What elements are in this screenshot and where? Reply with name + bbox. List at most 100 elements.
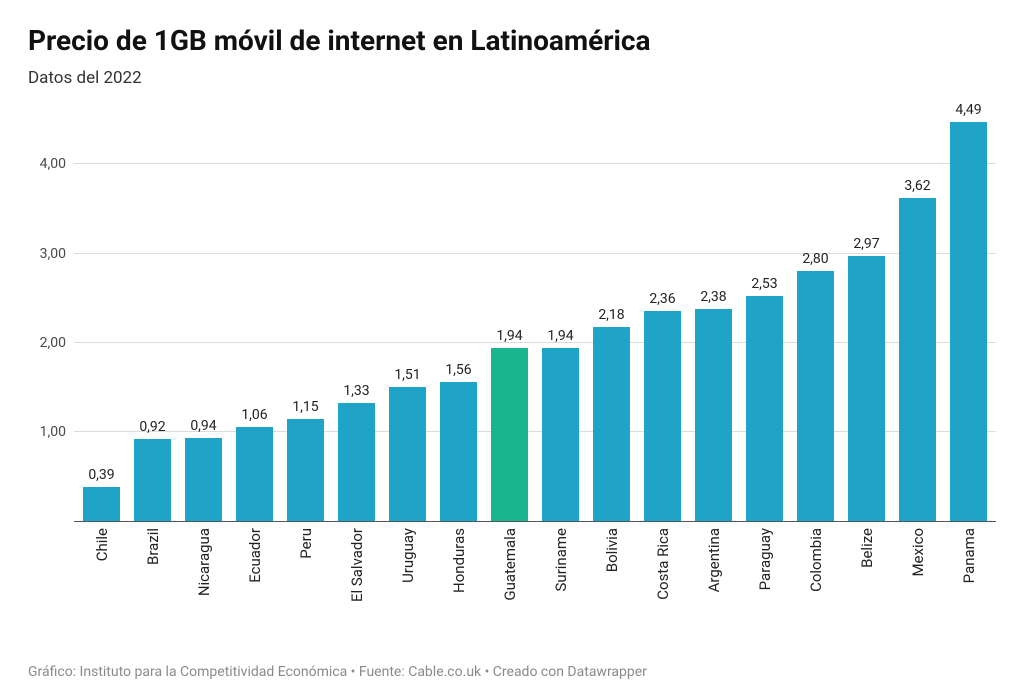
bar-column: 0,92 — [127, 102, 178, 522]
bar-column: 1,94 — [535, 102, 586, 522]
x-label-column: Bolivia — [586, 522, 637, 622]
chart-container: Precio de 1GB móvil de internet en Latin… — [0, 0, 1024, 694]
chart-footer: Gráfico: Instituto para la Competitivida… — [28, 664, 996, 680]
bar-value-label: 2,97 — [853, 236, 879, 252]
bar-column: 2,18 — [586, 102, 637, 522]
x-tick-label: Uruguay — [399, 528, 417, 583]
bar — [185, 438, 223, 522]
x-tick-label: Panama — [960, 528, 978, 583]
x-tick-label: Argentina — [705, 528, 723, 592]
x-tick-label: Suriname — [552, 528, 570, 591]
bar — [83, 487, 121, 522]
bar-column: 1,94 — [484, 102, 535, 522]
x-tick-label: Costa Rica — [654, 528, 672, 600]
bar-column: 2,53 — [739, 102, 790, 522]
bar — [593, 327, 631, 522]
bar-value-label: 0,92 — [139, 419, 165, 435]
x-label-column: Guatemala — [484, 522, 535, 622]
bar-column: 1,51 — [382, 102, 433, 522]
bar — [746, 296, 784, 522]
x-tick-label: Belize — [858, 528, 876, 568]
bar — [899, 198, 937, 521]
bar-value-label: 2,36 — [649, 291, 675, 307]
bar — [695, 309, 733, 522]
x-label-column: Honduras — [433, 522, 484, 622]
x-label-column: Brazil — [127, 522, 178, 622]
bar-value-label: 1,56 — [445, 362, 471, 378]
x-label-column: Uruguay — [382, 522, 433, 622]
bar-column: 3,62 — [892, 102, 943, 522]
x-label-column: Argentina — [688, 522, 739, 622]
x-label-column: Nicaragua — [178, 522, 229, 622]
x-label-column: Colombia — [790, 522, 841, 622]
x-tick-label: Mexico — [909, 528, 927, 577]
x-label-column: Belize — [841, 522, 892, 622]
x-tick-label: Ecuador — [246, 528, 264, 583]
bar — [797, 271, 835, 521]
x-tick-label: Colombia — [807, 528, 825, 592]
x-tick-label: El Salvador — [348, 528, 366, 602]
bar-value-label: 0,39 — [88, 467, 114, 483]
bar — [338, 403, 376, 522]
bar-value-label: 4,49 — [955, 102, 981, 118]
bar — [491, 348, 529, 521]
bar-column: 2,97 — [841, 102, 892, 522]
bar-value-label: 2,80 — [802, 251, 828, 267]
bar-column: 1,56 — [433, 102, 484, 522]
bar-value-label: 2,38 — [700, 289, 726, 305]
bar-column: 4,49 — [943, 102, 994, 522]
bar — [440, 382, 478, 521]
bar-value-label: 1,15 — [292, 399, 318, 415]
plot-area: 1,00 2,00 3,00 4,00 0,39 0,92 0,94 1,06 1,15 1,3… — [28, 102, 996, 622]
x-tick-label: Guatemala — [501, 528, 519, 601]
y-axis: 1,00 2,00 3,00 4,00 — [28, 102, 74, 522]
bar-value-label: 3,62 — [904, 178, 930, 194]
bar-value-label: 1,33 — [343, 383, 369, 399]
bar-value-label: 0,94 — [190, 418, 216, 434]
x-tick-label: Honduras — [450, 528, 468, 593]
bar-value-label: 1,94 — [496, 328, 522, 344]
y-tick-label: 1,00 — [40, 424, 66, 440]
chart-subtitle: Datos del 2022 — [28, 68, 996, 88]
bar — [287, 419, 325, 522]
bar-column: 0,39 — [76, 102, 127, 522]
x-tick-label: Chile — [93, 528, 111, 561]
y-tick-label: 4,00 — [40, 156, 66, 172]
x-label-column: Chile — [76, 522, 127, 622]
x-label-column: Peru — [280, 522, 331, 622]
bar-column: 2,38 — [688, 102, 739, 522]
y-tick-label: 2,00 — [40, 335, 66, 351]
y-tick-label: 3,00 — [40, 246, 66, 262]
bar-value-label: 1,06 — [241, 407, 267, 423]
x-label-column: El Salvador — [331, 522, 382, 622]
x-label-column: Suriname — [535, 522, 586, 622]
x-tick-label: Brazil — [144, 528, 162, 565]
x-label-column: Panama — [943, 522, 994, 622]
bar-column: 1,06 — [229, 102, 280, 522]
bars-group: 0,39 0,92 0,94 1,06 1,15 1,33 1,51 1,56 1,94 1,94… — [74, 102, 996, 522]
bar-value-label: 2,53 — [751, 276, 777, 292]
bar-value-label: 2,18 — [598, 307, 624, 323]
bar — [236, 427, 274, 522]
bar — [134, 439, 172, 521]
bar — [950, 122, 988, 522]
bar — [644, 311, 682, 522]
bar-column: 2,36 — [637, 102, 688, 522]
bar — [848, 256, 886, 521]
bar-value-label: 1,94 — [547, 328, 573, 344]
bar-value-label: 1,51 — [394, 367, 420, 383]
x-label-column: Costa Rica — [637, 522, 688, 622]
x-label-column: Ecuador — [229, 522, 280, 622]
bar-column: 1,33 — [331, 102, 382, 522]
bar — [389, 387, 427, 522]
x-axis-labels: Chile Brazil Nicaragua Ecuador Peru El Salvad… — [74, 522, 996, 622]
x-tick-label: Paraguay — [756, 528, 774, 590]
x-tick-label: Peru — [297, 528, 315, 559]
x-tick-label: Nicaragua — [195, 528, 213, 596]
bar-column: 1,15 — [280, 102, 331, 522]
x-label-column: Mexico — [892, 522, 943, 622]
bar-column: 0,94 — [178, 102, 229, 522]
x-label-column: Paraguay — [739, 522, 790, 622]
bar-column: 2,80 — [790, 102, 841, 522]
x-tick-label: Bolivia — [603, 528, 621, 572]
